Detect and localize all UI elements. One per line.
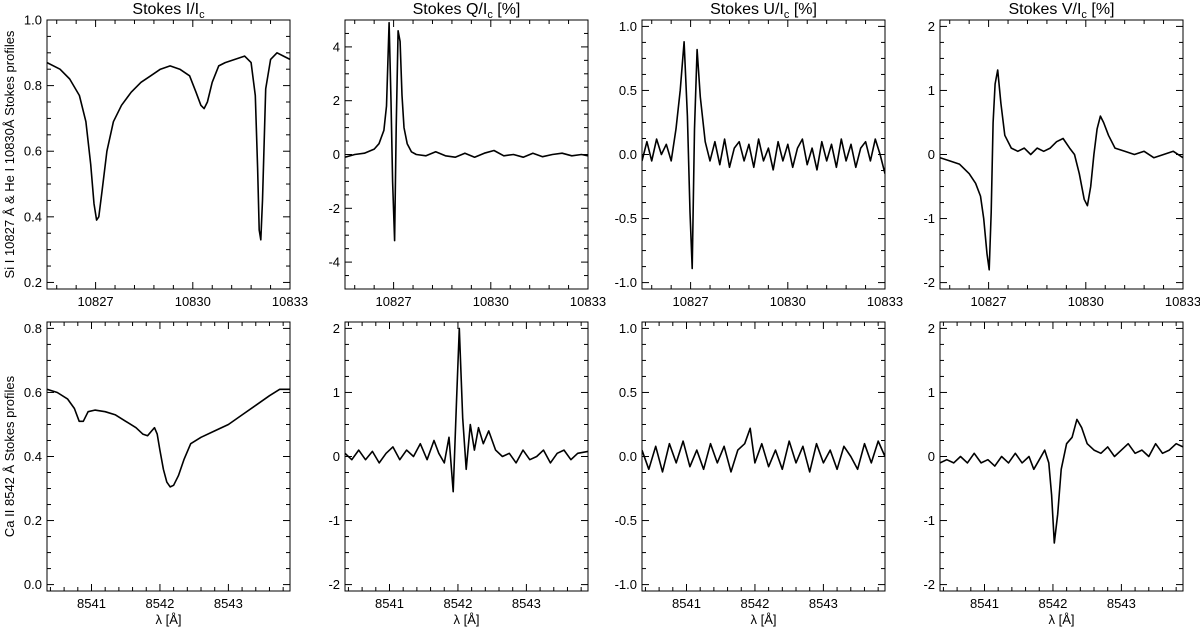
ytick-label-p13: 1: [928, 385, 935, 400]
axes-frame-p11: [344, 321, 589, 592]
panel-p11: -2 -1 0 1 2 8541 8542 8543 λ [Å]: [328, 321, 589, 627]
panel-p03: -2 -1 0 1 2 10827 10830 10833: [923, 19, 1200, 309]
ytick-label-p10: 0.8: [24, 321, 42, 336]
axes-frame-p10: [46, 321, 291, 592]
ytick-label-p03: 2: [928, 19, 935, 34]
ytick-label-p03: 1: [928, 83, 935, 98]
ytick-label-p02: -1.0: [615, 275, 637, 290]
ytick-label-p10: 0.4: [24, 449, 42, 464]
ytick-label-p13: 2: [928, 321, 935, 336]
ytick-label-p11: -1: [328, 513, 340, 528]
ytick-label-p00: 0.4: [24, 209, 42, 224]
panel-p13: -2 -1 0 1 2 8541 8542 8543 λ [Å]: [923, 321, 1184, 627]
xtick-label-p02: 10827: [673, 294, 709, 309]
ytick-label-p03: 0: [928, 147, 935, 162]
series-line-p12: [642, 427, 885, 473]
panel-p01: -4 -2 0 2 4 10827 10830 10833: [328, 19, 606, 309]
ytick-label-p01: 4: [333, 39, 340, 54]
ytick-label-p11: 1: [333, 385, 340, 400]
panel-p00: 0.2 0.4 0.6 0.8 1.0 10827 10830 10833: [24, 13, 308, 310]
xtick-label-p01: 10830: [473, 294, 509, 309]
ytick-label-p11: -2: [328, 577, 340, 592]
ytick-label-p02: 0.0: [619, 147, 637, 162]
panel-p10: 0.0 0.2 0.4 0.6 0.8 8541 8542 8543 λ [Å]: [24, 321, 291, 627]
axes-frame-p03: [939, 19, 1184, 290]
xtick-label-p02: 10830: [770, 294, 806, 309]
x-axis-label-p11: λ [Å]: [453, 612, 479, 627]
ytick-label-p12: 0.0: [619, 449, 637, 464]
ytick-label-p03: -1: [923, 211, 935, 226]
ytick-label-p02: -0.5: [615, 211, 637, 226]
xtick-label-p13: 8542: [1038, 596, 1067, 611]
column-titles: Stokes I/Ic Stokes Q/Ic [%] Stokes U/Ic [%…: [132, 1, 1114, 21]
xtick-label-p00: 10830: [175, 294, 211, 309]
row-label-0: Si I 10827 Å & He I 10830Å Stokes profil…: [2, 30, 17, 278]
series-line-p02: [642, 41, 885, 270]
panel-p02: -1.0 -0.5 0.0 0.5 1.0 10827 10830 10833: [615, 19, 903, 309]
ytick-label-p10: 0.2: [24, 513, 42, 528]
xtick-label-p13: 8543: [1107, 596, 1136, 611]
x-axis-label-p12: λ [Å]: [750, 612, 776, 627]
xtick-label-p12: 8543: [809, 596, 838, 611]
xtick-label-p03: 10827: [971, 294, 1007, 309]
xtick-label-p00: 10833: [272, 294, 308, 309]
row-label-1: Ca II 8542 Å Stokes profiles: [2, 375, 17, 537]
xtick-label-p11: 8542: [443, 596, 472, 611]
ytick-label-p11: 0: [333, 449, 340, 464]
column-title-3: Stokes V/Ic [%]: [1009, 1, 1115, 21]
ytick-label-p10: 0.6: [24, 385, 42, 400]
xtick-label-p03: 10830: [1068, 294, 1104, 309]
axes-frame-p00: [46, 19, 291, 290]
xtick-label-p03: 10833: [1165, 294, 1200, 309]
panel-p12: -1.0 -0.5 0.0 0.5 1.0 8541 8542 8543 λ [Å]: [615, 321, 886, 627]
xtick-label-p11: 8543: [512, 596, 541, 611]
xtick-label-p10: 8542: [145, 596, 174, 611]
column-title-1: Stokes Q/Ic [%]: [413, 1, 521, 21]
xtick-label-p13: 8541: [970, 596, 999, 611]
ytick-label-p12: 1.0: [619, 321, 637, 336]
ytick-label-p00: 0.2: [24, 275, 42, 290]
ytick-label-p13: -1: [923, 513, 935, 528]
series-line-p01: [345, 21, 588, 242]
ytick-label-p01: 0: [333, 147, 340, 162]
ytick-label-p12: 0.5: [619, 385, 637, 400]
row-labels: Si I 10827 Å & He I 10830Å Stokes profil…: [2, 30, 17, 537]
ytick-label-p01: -2: [328, 201, 340, 216]
series-line-p03: [940, 69, 1183, 271]
series-line-p11: [345, 327, 588, 493]
ytick-label-p01: -4: [328, 255, 340, 270]
x-axis-label-p13: λ [Å]: [1048, 612, 1074, 627]
x-axis-label-p10: λ [Å]: [155, 612, 181, 627]
xtick-label-p10: 8541: [77, 596, 106, 611]
column-title-2: Stokes U/Ic [%]: [710, 1, 817, 21]
ytick-label-p01: 2: [333, 93, 340, 108]
ytick-label-p00: 0.8: [24, 78, 42, 93]
ytick-label-p00: 0.6: [24, 144, 42, 159]
xtick-label-p11: 8541: [375, 596, 404, 611]
ytick-label-p02: 1.0: [619, 19, 637, 34]
series-line-p00: [47, 52, 290, 241]
xtick-label-p01: 10827: [376, 294, 412, 309]
xtick-label-p00: 10827: [78, 294, 114, 309]
ytick-label-p13: -2: [923, 577, 935, 592]
xtick-label-p12: 8541: [672, 596, 701, 611]
xtick-label-p10: 8543: [214, 596, 243, 611]
series-line-p10: [47, 388, 290, 488]
ytick-label-p13: 0: [928, 449, 935, 464]
ytick-label-p11: 2: [333, 321, 340, 336]
xtick-label-p02: 10833: [867, 294, 903, 309]
ytick-label-p10: 0.0: [24, 577, 42, 592]
ytick-label-p00: 1.0: [24, 13, 42, 28]
ytick-label-p03: -2: [923, 275, 935, 290]
series-line-p13: [940, 418, 1183, 544]
column-title-0: Stokes I/Ic: [132, 1, 205, 21]
xtick-label-p12: 8542: [740, 596, 769, 611]
ytick-label-p12: -0.5: [615, 513, 637, 528]
xtick-label-p01: 10833: [570, 294, 606, 309]
ytick-label-p02: 0.5: [619, 83, 637, 98]
ytick-label-p12: -1.0: [615, 577, 637, 592]
